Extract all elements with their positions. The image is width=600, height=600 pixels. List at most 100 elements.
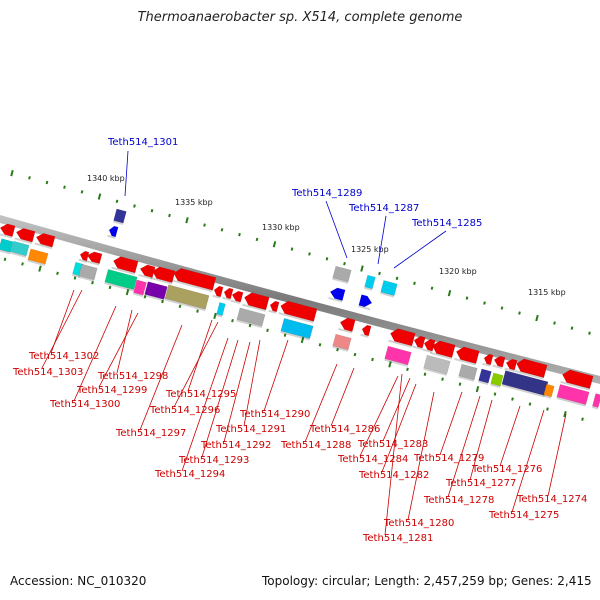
gene-feature-shadow — [111, 266, 136, 275]
leader-line — [469, 399, 493, 481]
gene-feature-shadow — [384, 358, 408, 367]
gene-feature-shadow — [543, 394, 552, 399]
gene-feature-shadow — [501, 384, 545, 398]
scale-tick — [255, 237, 259, 242]
leader-line — [382, 377, 411, 442]
gene-label-bottom[interactable]: Teth514_1300 — [49, 399, 120, 410]
scale-tick — [430, 286, 434, 290]
gene-feature — [493, 355, 506, 368]
gene-feature-shadow — [107, 234, 116, 239]
scale-tick — [290, 247, 294, 251]
gene-label-bottom[interactable]: Teth514_1292 — [200, 440, 271, 451]
gene-feature-shadow — [78, 275, 95, 282]
gene-label-bottom[interactable]: Teth514_1299 — [76, 385, 147, 396]
leader-line — [393, 230, 447, 269]
inner-scale-tick — [336, 348, 339, 352]
gene-label-bottom[interactable]: Teth514_1283 — [357, 439, 428, 450]
gene-label-bottom[interactable]: Teth514_1288 — [280, 440, 351, 451]
gene-label-bottom[interactable]: Teth514_1280 — [383, 518, 454, 529]
gene-feature — [113, 256, 139, 274]
gene-label-bottom[interactable]: Teth514_1298 — [97, 371, 168, 382]
gene-feature-shadow — [360, 333, 369, 338]
topology-text: Topology: circular; Length: 2,457,259 bp… — [262, 574, 592, 588]
scale-tick — [570, 326, 574, 330]
gene-feature-shadow — [242, 303, 266, 312]
gene-features — [0, 208, 600, 410]
gene-label-bottom[interactable]: Teth514_1282 — [358, 470, 429, 481]
gene-feature-shadow — [104, 281, 134, 292]
inner-scale-tick — [581, 417, 584, 421]
inner-scale-tick — [73, 276, 77, 280]
scale-tick — [465, 296, 469, 300]
scale-label-1325: 1325 kbp — [351, 245, 389, 254]
gene-label-bottom[interactable]: Teth514_1284 — [337, 454, 408, 465]
scale-tick — [220, 228, 224, 232]
inner-scale-tick — [266, 328, 269, 333]
gene-feature — [390, 328, 416, 347]
gene-feature-shadow — [492, 364, 503, 370]
scale-tick — [360, 265, 364, 272]
scale-tick — [28, 176, 31, 180]
gene-feature — [516, 358, 548, 378]
scale-tick — [308, 252, 311, 256]
leader-line — [73, 305, 117, 402]
gene-label-bottom[interactable]: Teth514_1297 — [115, 428, 186, 439]
gene-feature-shadow — [280, 330, 310, 341]
scale-tick — [150, 209, 154, 213]
inner-scale-tick — [125, 288, 130, 296]
genome-backbone — [0, 215, 600, 384]
gene-feature — [173, 268, 217, 291]
gene-label-bottom[interactable]: Teth514_1291 — [215, 424, 286, 435]
gene-feature-shadow — [34, 242, 53, 250]
inner-scale-tick — [318, 343, 322, 347]
gene-feature — [0, 238, 14, 253]
gene-label-bottom[interactable]: Teth514_1279 — [413, 453, 484, 464]
gene-label-top[interactable]: Teth514_1289 — [291, 188, 362, 199]
leader-line — [511, 409, 545, 513]
gene-label-top[interactable]: Teth514_1285 — [411, 218, 482, 229]
gene-label-bottom[interactable]: Teth514_1281 — [362, 533, 433, 544]
scale-tick — [203, 223, 206, 227]
gene-label-bottom[interactable]: Teth514_1274 — [516, 494, 587, 505]
scale-label-1335: 1335 kbp — [175, 198, 213, 207]
gene-feature-shadow — [230, 299, 241, 305]
gene-feature — [483, 353, 494, 366]
gene-label-top[interactable]: Teth514_1287 — [348, 203, 419, 214]
leader-line — [547, 413, 567, 497]
gene-label-top[interactable]: Teth514_1301 — [107, 137, 178, 148]
gene-label-bottom[interactable]: Teth514_1294 — [154, 469, 225, 480]
gene-label-bottom[interactable]: Teth514_1286 — [309, 424, 380, 435]
inner-scale-tick — [231, 318, 234, 323]
gene-label-bottom[interactable]: Teth514_1278 — [423, 495, 494, 506]
gene-feature — [280, 300, 318, 322]
gene-feature-shadow — [268, 309, 277, 314]
gene-label-bottom[interactable]: Teth514_1276 — [471, 464, 542, 475]
inner-scale-tick — [248, 323, 252, 328]
gene-feature-shadow — [458, 375, 475, 382]
gene-label-bottom[interactable]: Teth514_1277 — [445, 478, 516, 489]
gene-feature-shadow — [328, 297, 343, 303]
scale-tick — [535, 314, 539, 322]
gene-feature — [0, 223, 16, 237]
inner-scale-tick — [108, 285, 112, 290]
gene-feature-shadow — [591, 406, 599, 410]
gene-label-bottom[interactable]: Teth514_1275 — [488, 510, 559, 521]
gene-feature — [231, 290, 244, 303]
gene-feature-shadow — [423, 367, 447, 376]
scale-tick — [10, 170, 14, 177]
gene-label-bottom[interactable]: Teth514_1303 — [12, 367, 83, 378]
gene-feature-shadow — [482, 362, 491, 367]
gene-feature — [562, 369, 594, 389]
scale-label-1340: 1340 kbp — [87, 174, 125, 183]
gene-label-bottom[interactable]: Teth514_1302 — [28, 351, 99, 362]
gene-feature — [113, 208, 127, 224]
scale-label-1320: 1320 kbp — [439, 267, 477, 276]
scale-tick — [238, 232, 241, 237]
gene-label-bottom[interactable]: Teth514_1293 — [178, 455, 249, 466]
leader-line — [124, 150, 129, 197]
gene-label-bottom[interactable]: Teth514_1290 — [239, 409, 310, 420]
leader-line — [439, 391, 463, 456]
gene-label-bottom[interactable]: Teth514_1295 — [165, 389, 236, 400]
gene-label-bottom[interactable]: Teth514_1296 — [149, 405, 220, 416]
